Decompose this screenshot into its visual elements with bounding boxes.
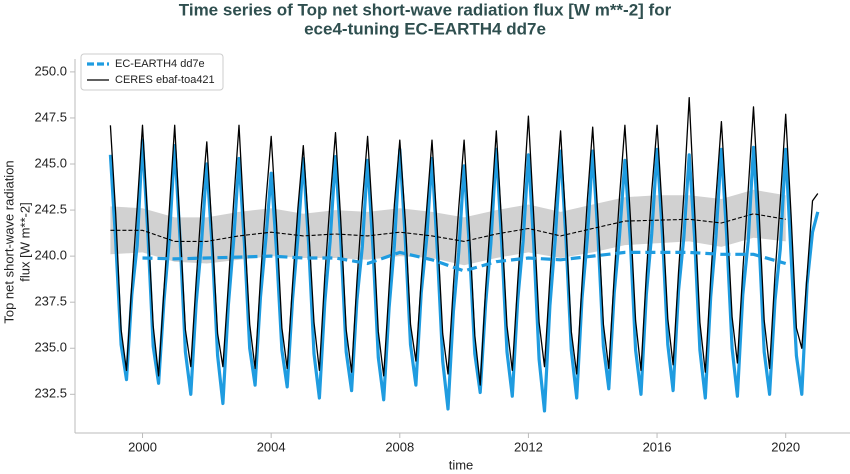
x-axis-label: time	[449, 457, 474, 472]
series-line	[109, 97, 819, 386]
x-tick-label: 2008	[385, 439, 414, 454]
y-tick-label: 250.0	[34, 63, 67, 78]
series-line	[108, 138, 820, 413]
x-tick-label: 2012	[514, 439, 543, 454]
chart-title: ece4-tuning EC-EARTH4 dd7e	[304, 19, 546, 38]
legend-label: CERES ebaf-toa421	[115, 74, 215, 86]
legend-box	[80, 53, 224, 91]
y-tick-label: 237.5	[34, 294, 67, 309]
y-tick-label: 242.5	[34, 202, 67, 217]
x-tick-label: 2000	[128, 439, 157, 454]
y-tick-label: 235.0	[34, 340, 67, 355]
running-mean-line	[142, 250, 787, 273]
y-axis-label: Top net short-wave radiation	[1, 160, 16, 323]
x-tick-label: 2004	[257, 439, 286, 454]
x-tick-label: 2016	[643, 439, 672, 454]
y-tick-label: 245.0	[34, 155, 67, 170]
chart-title: Time series of Top net short-wave radiat…	[179, 0, 672, 19]
mean-band	[110, 189, 786, 266]
legend-label: EC-EARTH4 dd7e	[115, 58, 205, 70]
running-mean-line	[110, 213, 786, 242]
y-axis-label: flux [W m**-2]	[17, 202, 32, 281]
x-tick-label: 2020	[771, 439, 800, 454]
y-tick-label: 247.5	[34, 109, 67, 124]
y-tick-label: 232.5	[34, 386, 67, 401]
legend: EC-EARTH4 dd7e CERES ebaf-toa421	[80, 53, 224, 91]
y-tick-label: 240.0	[34, 248, 67, 263]
